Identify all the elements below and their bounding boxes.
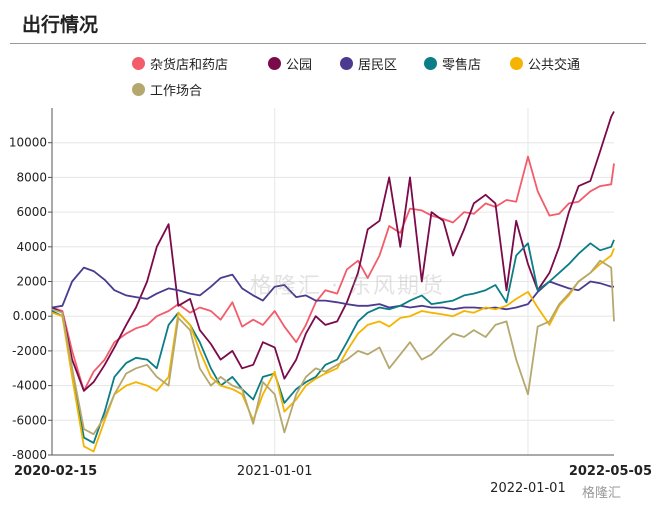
- legend-marker: [268, 57, 281, 70]
- legend-marker: [132, 57, 145, 70]
- chart-title: 出行情况: [22, 14, 99, 36]
- series-line: [51, 239, 615, 444]
- series-line: [51, 266, 614, 311]
- x-tick-label: 2022-01-01: [490, 481, 566, 496]
- legend-label: 工作场合: [150, 84, 203, 99]
- legend-label: 公园: [286, 58, 313, 73]
- legend-item[interactable]: 居民区: [340, 54, 397, 73]
- y-tick-label: -8000: [12, 448, 47, 462]
- legend-marker: [510, 57, 523, 70]
- y-tick-label: 2000: [16, 275, 47, 289]
- x-tick-label: 2020-02-15: [14, 464, 97, 479]
- legend-item[interactable]: 杂货店和药店: [132, 54, 228, 73]
- y-tick-label: -2000: [12, 344, 47, 358]
- legend-marker: [340, 57, 353, 70]
- x-tick-label: 2021-01-01: [237, 464, 313, 479]
- legend-marker: [424, 57, 437, 70]
- legend-label: 杂货店和药店: [150, 58, 229, 73]
- y-tick-label: 4000: [16, 240, 47, 254]
- legend-item[interactable]: 公园: [268, 54, 312, 73]
- legend-marker: [132, 83, 145, 96]
- y-axis-ticks: -8000 -6000 -4000 -2000 0.000 2000 4000 6000 800…: [9, 136, 52, 462]
- series-line: [51, 259, 615, 436]
- legend-item[interactable]: 工作场合: [132, 80, 202, 99]
- legend-item[interactable]: 零售店: [424, 54, 481, 73]
- legend-label: 居民区: [358, 58, 398, 73]
- y-tick-label: 0.000: [13, 309, 47, 323]
- legend-label: 公共交通: [528, 58, 581, 73]
- watermark-text: 格隆汇 · 东风期货: [250, 274, 445, 299]
- brand-logo: 格隆汇: [582, 486, 622, 501]
- legend-item[interactable]: 公共交通: [510, 54, 580, 73]
- y-tick-label: 8000: [16, 170, 47, 184]
- series-line: [51, 155, 615, 392]
- series-lines: [51, 111, 615, 453]
- y-tick-label: 6000: [16, 205, 47, 219]
- series-line: [51, 248, 615, 453]
- title-divider: [10, 43, 646, 44]
- y-tick-label: 10000: [9, 136, 47, 150]
- legend-label: 零售店: [442, 58, 482, 73]
- x-tick-label: 2022-05-05: [569, 464, 652, 479]
- grid-lines: [51, 108, 614, 456]
- y-tick-label: -4000: [12, 379, 47, 393]
- series-line: [51, 111, 615, 392]
- y-tick-label: -6000: [12, 413, 47, 427]
